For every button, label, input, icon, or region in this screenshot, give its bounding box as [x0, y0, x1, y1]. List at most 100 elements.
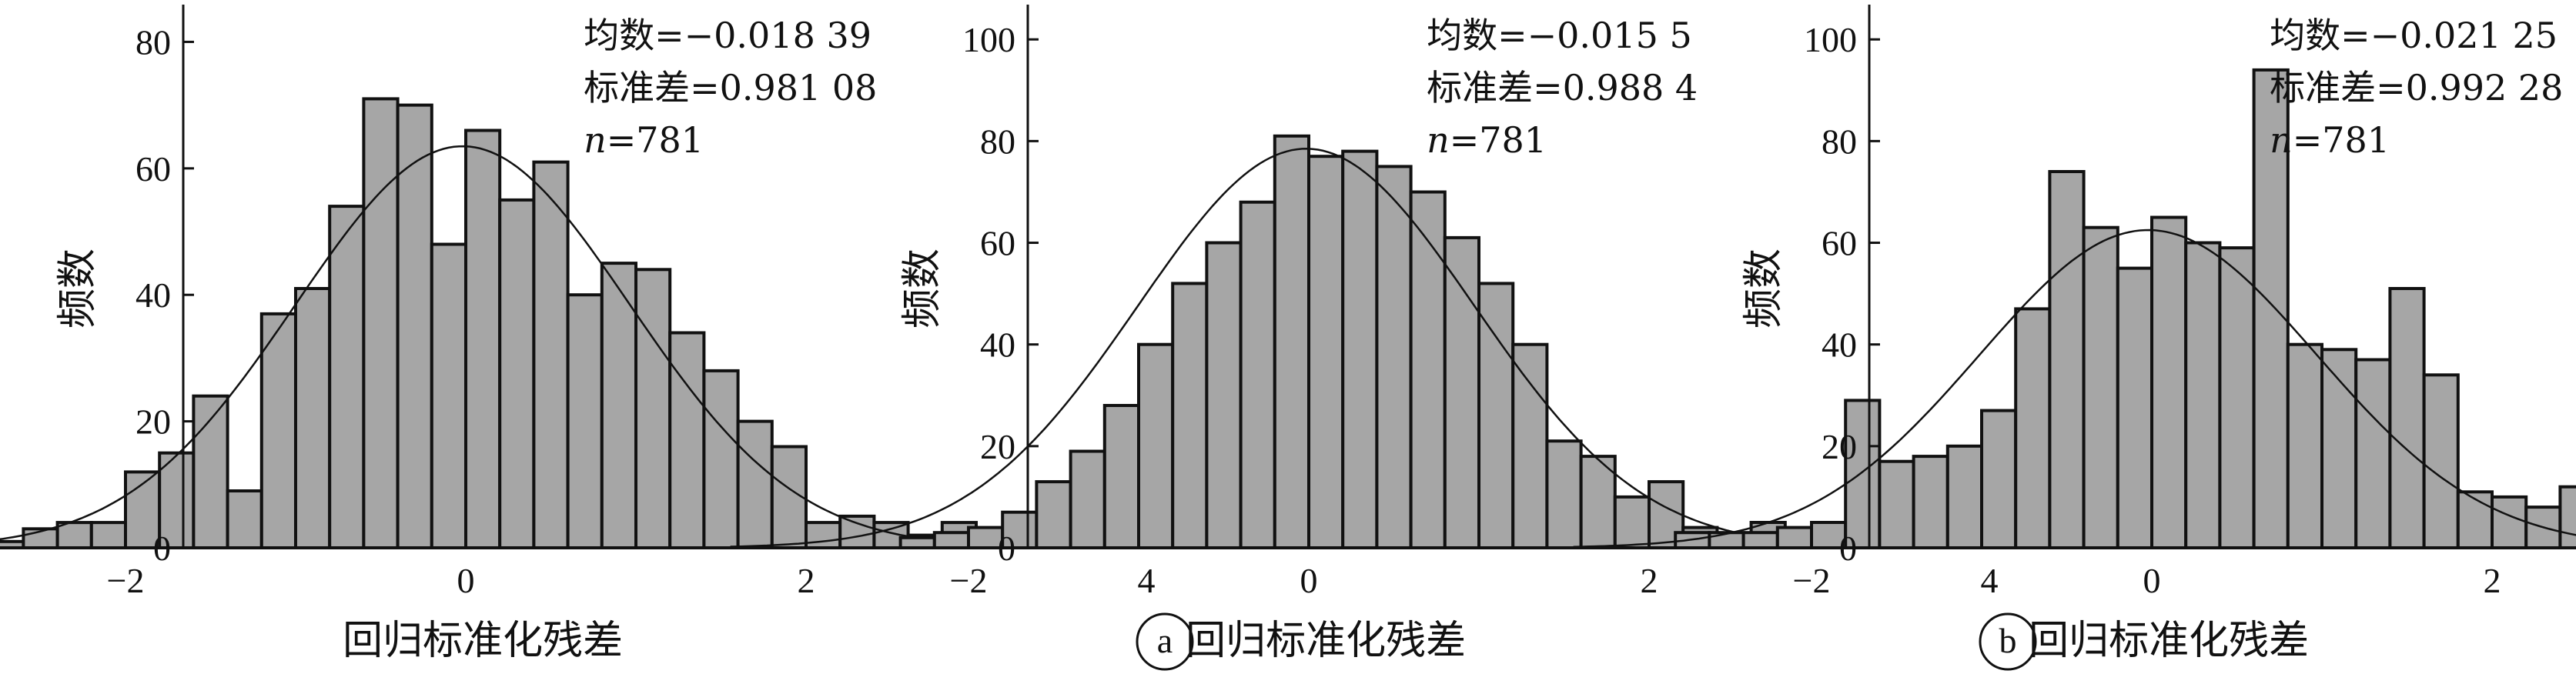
histogram-bars: [898, 134, 1957, 550]
histogram-bar: [1613, 495, 1651, 550]
stat-n-value: =781: [607, 119, 704, 161]
x-tick-label: −2: [1793, 561, 1831, 600]
y-tick-label: 0: [998, 529, 1015, 568]
histogram-bar: [396, 103, 433, 550]
histogram-bar: [226, 489, 263, 549]
histogram-bar: [838, 514, 876, 550]
stat-n-symbol: n: [2270, 119, 2293, 161]
histogram-bar: [2388, 287, 2426, 549]
y-tick-label: 80: [980, 122, 1015, 161]
histogram-bar: [2558, 485, 2576, 550]
histogram-bar: [2184, 241, 2222, 549]
y-tick-label: 80: [135, 22, 171, 62]
histogram-bar: [89, 521, 128, 549]
histogram-bar: [1171, 282, 1209, 549]
histogram-bar: [736, 419, 774, 549]
histogram-bar: [55, 521, 93, 549]
x-tick-label: 4: [1981, 561, 1999, 600]
x-tick-label: 2: [2484, 561, 2501, 600]
histogram-bar: [259, 312, 297, 549]
histogram-bar: [0, 539, 25, 549]
normal-curve: [1573, 229, 2576, 548]
panel-label-circle: [1979, 612, 2037, 671]
histogram-bar: [1511, 342, 1549, 549]
histogram-bar: [770, 445, 808, 549]
y-tick-label: 60: [980, 224, 1015, 263]
stat-sd: 标准差=0.988 4: [1427, 67, 1698, 108]
histogram-bars: [1674, 68, 2576, 550]
y-tick-label: 0: [1839, 529, 1857, 568]
histogram-bar: [1341, 149, 1379, 550]
histogram-bar: [464, 128, 502, 549]
histogram-bar: [1443, 235, 1481, 549]
histogram-bar: [1273, 134, 1311, 550]
stat-n: n=781: [1427, 119, 1547, 161]
stat-sd: 标准差=0.981 08: [584, 67, 877, 108]
histogram-bar: [2422, 373, 2460, 549]
x-tick-label: 2: [1641, 561, 1658, 600]
histogram-bar: [1810, 521, 1848, 549]
histogram-bar: [532, 160, 570, 549]
histogram-bar: [158, 451, 196, 550]
stat-mean: 均数=−0.015 5: [1427, 15, 1692, 56]
y-tick-label: 0: [153, 529, 171, 568]
stat-sd: 标准差=0.992 28: [2270, 67, 2563, 108]
histogram-bar: [1409, 190, 1447, 549]
y-tick-label: 20: [1822, 427, 1857, 466]
histogram-bar: [1980, 409, 2018, 549]
x-tick-label: 0: [2143, 561, 2161, 600]
histogram-bar: [1741, 531, 1779, 550]
histogram-bar: [294, 287, 332, 549]
histogram-bar: [2286, 342, 2324, 549]
histogram-bar: [2150, 215, 2188, 549]
stat-n-value: =781: [1450, 119, 1547, 161]
panel-label: a: [1157, 621, 1173, 660]
histogram-bar: [1102, 404, 1141, 549]
histogram-bar: [2354, 358, 2392, 549]
y-tick-label: 80: [1822, 122, 1857, 161]
y-tick-label: 40: [1822, 325, 1857, 365]
histogram-bar: [1844, 399, 1882, 550]
stat-n-symbol: n: [1427, 119, 1450, 161]
y-axis-title: 频数: [899, 249, 945, 329]
histogram-bar: [328, 205, 366, 549]
x-tick-label: 0: [1300, 561, 1318, 600]
x-tick-label: −2: [950, 561, 988, 600]
histogram-bar: [1912, 455, 1949, 549]
histogram-bar: [1137, 342, 1175, 549]
histogram-bar: [932, 531, 971, 550]
histogram-bar: [1708, 531, 1745, 550]
histogram-bar: [1239, 200, 1276, 549]
histogram-bar: [1945, 444, 1984, 549]
stat-n-value: =781: [2293, 119, 2390, 161]
stat-n-symbol: n: [584, 119, 607, 161]
histogram-bar: [566, 293, 604, 549]
y-axis-title: 频数: [55, 249, 101, 329]
histogram-bar: [2252, 68, 2290, 549]
histogram-bar: [1375, 165, 1413, 549]
y-tick-label: 40: [980, 325, 1015, 365]
y-tick-label: 100: [962, 20, 1015, 59]
x-tick-label: 2: [798, 561, 815, 600]
y-tick-label: 100: [1804, 20, 1857, 59]
histogram-bar: [2082, 225, 2119, 549]
histogram-bar: [1307, 155, 1345, 549]
stat-mean: 均数=−0.021 25: [2270, 15, 2558, 56]
y-tick-label: 20: [135, 402, 171, 442]
histogram-bar: [898, 536, 936, 549]
histogram-bar: [1477, 282, 1515, 549]
x-tick-label: −2: [107, 561, 145, 600]
histogram-bar: [2491, 495, 2528, 550]
y-axis-title: 频数: [1741, 249, 1787, 329]
x-tick-label: 4: [1138, 561, 1156, 600]
y-tick-label: 60: [135, 149, 171, 189]
panel-label-circle: [1136, 612, 1194, 671]
y-tick-label: 40: [135, 275, 171, 315]
x-tick-label: 0: [457, 561, 475, 600]
histogram-bar: [2048, 170, 2086, 549]
histogram-bars: [0, 97, 1149, 550]
histogram-bar: [2218, 246, 2256, 549]
